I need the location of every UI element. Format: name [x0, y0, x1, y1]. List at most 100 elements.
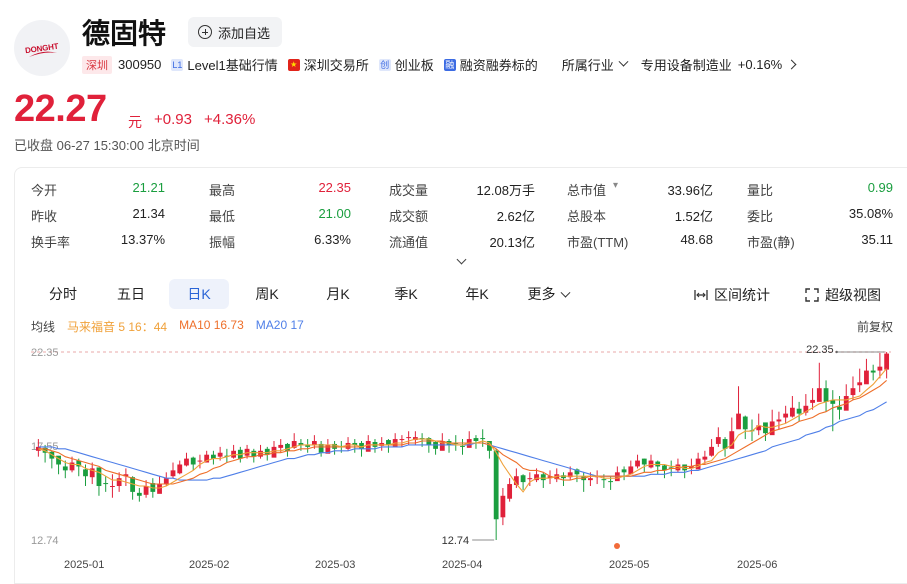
max-marker-dot — [835, 350, 838, 354]
tab-label: 更多 — [527, 286, 556, 302]
stat-label: 今开 — [31, 183, 58, 198]
stat-label: 总市值 — [567, 183, 607, 198]
candle-body — [365, 441, 371, 452]
stat-label: 最低 — [209, 209, 236, 224]
candle-body — [278, 444, 284, 448]
tab-1[interactable]: 五日 — [93, 279, 169, 309]
stat-item: 市盈(TTM) 48.68 — [567, 232, 713, 250]
tag-level1-label: Level1基础行情 — [187, 58, 278, 73]
candle-body — [157, 484, 162, 494]
tab-3[interactable]: 周K — [229, 279, 305, 309]
quote-card: 今开 21.21 最高 22.35 成交量 12.08万手 总市值 33.96亿 ▾ 量比 0.99… — [14, 167, 907, 584]
candle-body — [534, 474, 539, 481]
candle-body — [864, 370, 869, 385]
candle-body — [769, 421, 775, 436]
stat-value: 20.13亿 — [489, 235, 535, 250]
stat-label: 市盈(静) — [747, 235, 795, 250]
industry-dropdown[interactable]: 所属行业 — [562, 55, 629, 74]
candle-body — [359, 442, 364, 449]
tag-exchange-label: 深圳交易所 — [303, 58, 369, 73]
candle-body — [513, 476, 519, 486]
candle-body — [567, 472, 573, 478]
candle-body — [56, 455, 61, 465]
tab-5[interactable]: 季K — [371, 279, 441, 309]
stat-item: 最高 22.35 — [209, 180, 351, 198]
add-to-watchlist-button[interactable]: 添加自选 — [188, 17, 283, 47]
industry-change: +0.16% — [737, 57, 783, 72]
adjust-mode[interactable]: 前复权 — [856, 320, 893, 334]
industry-link[interactable]: 专用设备制造业 +0.16% — [641, 55, 797, 74]
candle-body — [662, 465, 667, 471]
candle-body — [487, 441, 492, 451]
candle-body — [177, 464, 183, 474]
caret-down-icon[interactable]: ▾ — [613, 180, 619, 191]
ma10-legend: MA10 16.73 — [179, 318, 244, 332]
stock-code: 300950 — [118, 57, 162, 72]
tab-4[interactable]: 月K — [305, 279, 371, 309]
candle-body — [742, 416, 748, 430]
stat-item: 成交量 12.08万手 — [389, 180, 535, 198]
tag-exchange[interactable]: ★ 深圳交易所 — [287, 55, 369, 74]
tab-6[interactable]: 年K — [441, 279, 513, 309]
super-view-button[interactable]: 超级视图 — [805, 285, 881, 305]
stat-item: 流通值 20.13亿 — [389, 232, 535, 250]
ma5-line — [38, 368, 888, 493]
tab-label: 五日 — [117, 286, 145, 302]
candle-body — [89, 468, 95, 478]
tab-0[interactable]: 分时 — [33, 279, 93, 309]
max-marker-label: 22.35 — [806, 344, 834, 356]
candle-body — [204, 454, 210, 463]
stat-item: 今开 21.21 — [31, 180, 165, 198]
candle-body — [439, 441, 445, 451]
candle-body — [184, 458, 189, 466]
candle-body — [473, 438, 479, 442]
x-axis-label: 2025-05 — [609, 559, 649, 571]
candle-body — [110, 486, 115, 488]
candle-body — [837, 406, 842, 410]
range-stats-button[interactable]: 区间统计 — [694, 285, 770, 305]
expand-stats-chevron-icon[interactable] — [456, 254, 467, 265]
tab-label: 周K — [255, 286, 279, 302]
stat-value: 1.52亿 — [674, 209, 713, 224]
stock-name: 德固特 — [82, 18, 167, 49]
y-axis-label: 12.74 — [31, 535, 59, 547]
stat-label: 成交额 — [389, 209, 429, 224]
stat-item: 委比 35.08% — [747, 206, 893, 224]
candle-body — [311, 441, 317, 445]
tag-margin-label: 融资融券标的 — [459, 58, 538, 73]
candle-body — [621, 469, 627, 473]
candle-body — [702, 456, 708, 460]
tag-level1[interactable]: L1 Level1基础行情 — [171, 55, 278, 74]
tab-2[interactable]: 日K — [169, 279, 229, 309]
candle-body — [298, 442, 304, 445]
stat-label: 振幅 — [209, 235, 236, 250]
candle-body — [493, 450, 499, 520]
candle-body — [76, 460, 82, 467]
candle-body — [715, 437, 721, 444]
stat-value: 0.99 — [867, 180, 893, 195]
tag-margin[interactable]: 融 融资融券标的 — [443, 55, 538, 74]
candle-body — [83, 469, 88, 477]
tab-label: 日K — [187, 286, 211, 302]
stat-value: 2.62亿 — [496, 209, 535, 224]
candle-body — [460, 445, 465, 447]
candle-body — [803, 405, 809, 413]
candle-body — [500, 495, 506, 518]
tag-board[interactable]: 创 创业板 — [378, 55, 434, 74]
candle-body — [641, 458, 647, 465]
stat-label: 流通值 — [389, 235, 429, 250]
stat-value: 33.96亿 — [667, 183, 713, 198]
candle-body — [877, 366, 883, 371]
candle-body — [116, 478, 122, 487]
stat-item: 振幅 6.33% — [209, 232, 351, 250]
candle-body — [318, 443, 324, 453]
stat-item: 成交额 2.62亿 — [389, 206, 535, 224]
candle-body — [776, 419, 782, 422]
candle-body — [480, 438, 486, 440]
candle-body — [197, 460, 203, 462]
candle-body — [709, 446, 714, 456]
kline-chart[interactable]: 22.3517.5512.7422.3512.742025-012025-022… — [15, 335, 907, 584]
tab-7[interactable]: 更多 — [513, 279, 583, 309]
margin-trading-icon: 融 — [443, 58, 456, 71]
stat-label: 量比 — [747, 183, 774, 198]
